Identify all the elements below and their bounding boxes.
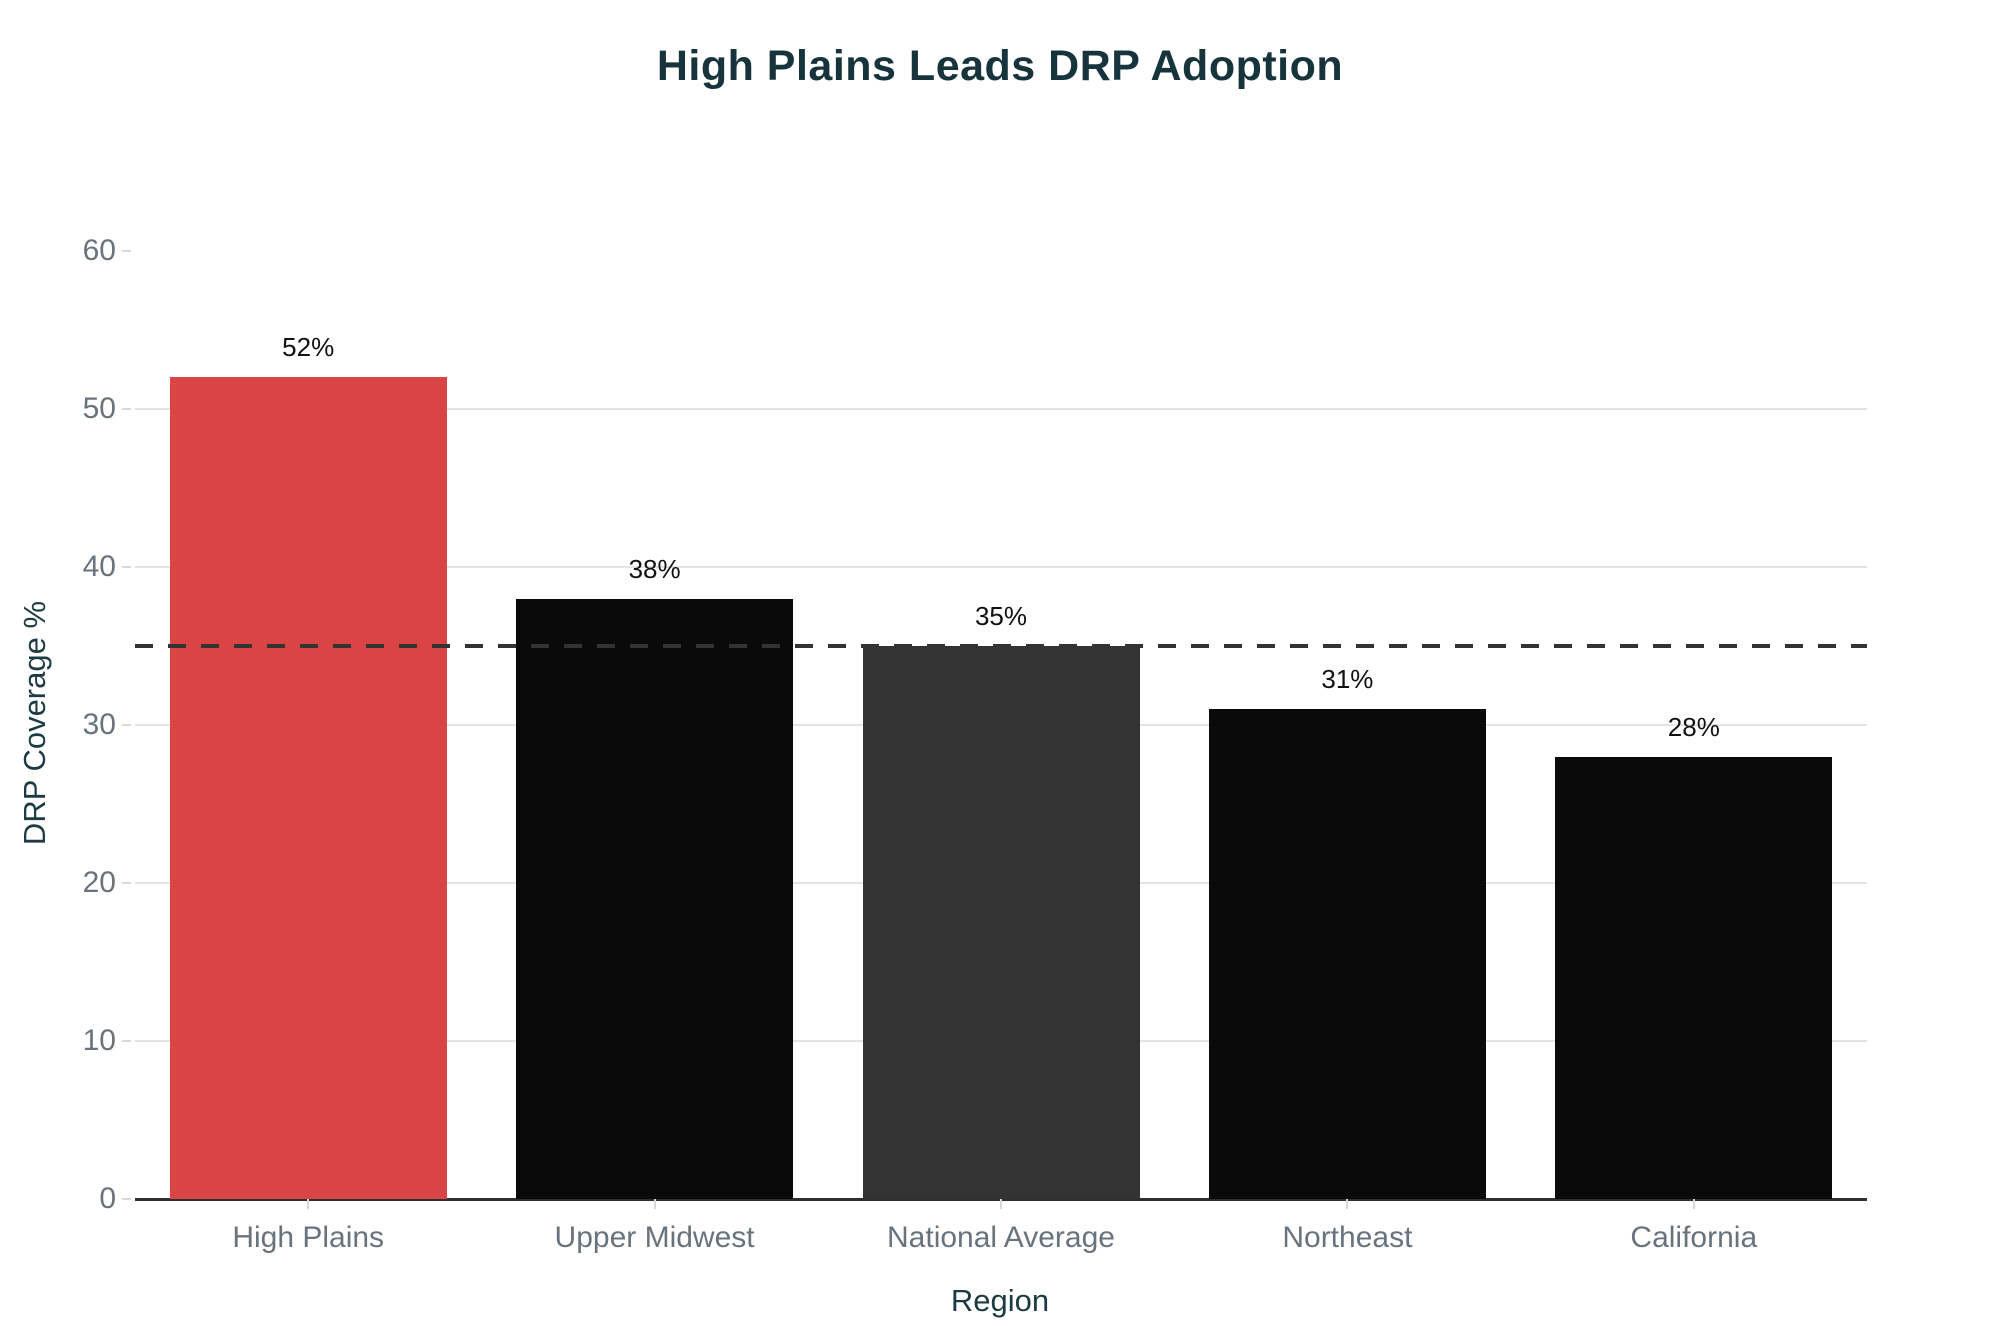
x-tick-mark-upper-midwest — [653, 1199, 656, 1209]
bar-high-plains — [169, 377, 447, 1199]
x-tick-mark-northeast — [1346, 1199, 1349, 1209]
y-tick-mark-40 — [122, 566, 131, 568]
y-tick-label-0: 0 — [99, 1182, 116, 1215]
plot-area: 0 10 20 30 40 50 60 52% High Plains 38% Upper Midw… — [83, 234, 1867, 1254]
y-tick-label-50: 50 — [82, 392, 116, 425]
bar-northeast — [1208, 709, 1486, 1199]
x-tick-mark-national-average — [1000, 1199, 1002, 1209]
x-tick-label-high-plains: High Plains — [232, 1221, 385, 1254]
y-tick-mark-60 — [122, 250, 131, 252]
gridline-40 — [135, 566, 1867, 568]
y-tick-mark-0 — [122, 1198, 131, 1200]
value-label-high-plains: 52% — [282, 332, 335, 363]
y-tick-label-20: 20 — [82, 866, 116, 899]
y-tick-label-30: 30 — [82, 708, 116, 741]
value-label-california: 28% — [1667, 711, 1720, 742]
bar-california — [1555, 756, 1833, 1199]
bar-upper-midwest — [516, 598, 794, 1199]
gridline-50 — [135, 408, 1867, 410]
x-axis-title: Region — [950, 1283, 1050, 1318]
x-tick-label-northeast: Northeast — [1282, 1221, 1413, 1254]
x-tick-mark-california — [1692, 1199, 1695, 1209]
chart-title: High Plains Leads DRP Adoption — [656, 42, 1344, 90]
y-tick-label-40: 40 — [82, 550, 116, 583]
y-tick-mark-50 — [122, 408, 131, 410]
y-tick-mark-10 — [122, 1040, 131, 1042]
bar-national-average — [862, 646, 1140, 1199]
x-tick-label-california: California — [1630, 1221, 1758, 1254]
reference-line-national-average — [135, 644, 1867, 648]
y-tick-label-10: 10 — [82, 1024, 116, 1057]
value-label-national-average: 35% — [974, 601, 1028, 631]
x-tick-label-national-average: National Average — [887, 1221, 1115, 1254]
y-tick-label-60: 60 — [82, 234, 116, 267]
value-label-northeast: 31% — [1321, 664, 1374, 695]
x-tick-label-upper-midwest: Upper Midwest — [554, 1221, 755, 1254]
y-tick-mark-20 — [122, 882, 131, 884]
x-tick-mark-high-plains — [307, 1199, 310, 1209]
value-label-upper-midwest: 38% — [628, 553, 681, 584]
y-tick-mark-30 — [122, 724, 131, 726]
